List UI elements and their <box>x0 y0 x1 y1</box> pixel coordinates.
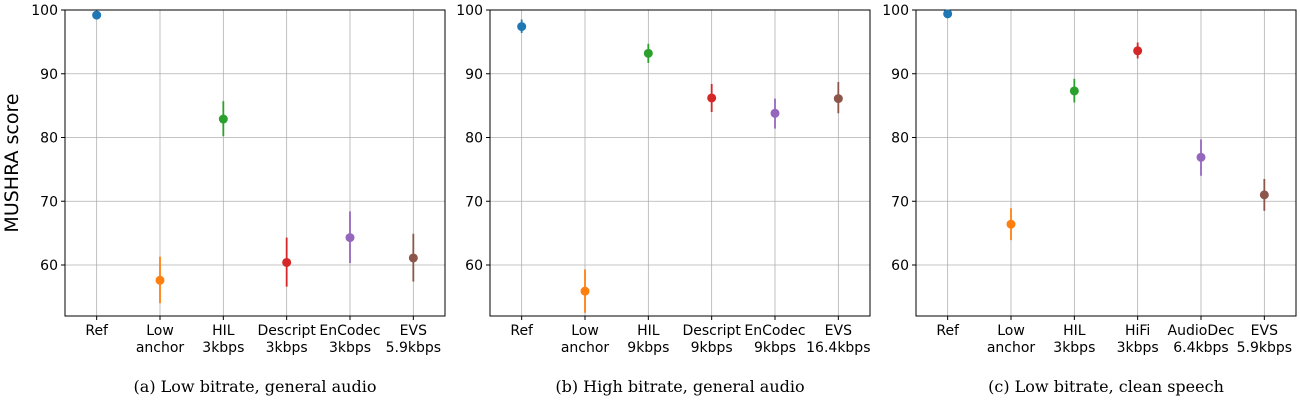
data-point <box>155 275 165 285</box>
data-point <box>282 257 292 267</box>
data-point <box>1133 46 1143 56</box>
y-tick-label: 90 <box>40 67 58 83</box>
data-point <box>770 108 780 118</box>
y-tick-label: 80 <box>465 131 483 147</box>
x-tick-label: EVS 16.4kbps <box>806 323 870 356</box>
x-tick-label: Ref <box>510 323 534 339</box>
y-tick-label: 80 <box>40 131 58 147</box>
data-point <box>1259 190 1269 200</box>
x-tick-label: EnCodec 3kbps <box>319 323 380 356</box>
data-point <box>218 114 228 124</box>
panel-caption: (a) Low bitrate, general audio <box>134 377 377 396</box>
plot-frame <box>915 9 1297 317</box>
chart-panel-1: 60 70 80 90 100 Ref Low anchor HIL 3kbps Descript 3… <box>31 3 446 396</box>
y-tick-label: 90 <box>465 67 483 83</box>
y-tick-label: 100 <box>882 3 909 19</box>
x-tick-label: HIL 3kbps <box>202 323 244 356</box>
data-point <box>643 48 653 58</box>
data-point <box>345 233 355 243</box>
x-tick-label: HIL 9kbps <box>627 323 669 356</box>
y-tick-label: 60 <box>40 258 58 274</box>
x-tick-label: AudioDec 6.4kbps <box>1168 323 1235 356</box>
x-tick-label: EVS 5.9kbps <box>386 323 441 356</box>
x-tick-label: EnCodec 9kbps <box>744 323 805 356</box>
x-tick-label: HiFi 3kbps <box>1117 323 1159 356</box>
data-point <box>517 22 527 32</box>
x-tick-label: Descript 3kbps <box>257 323 316 356</box>
y-tick-label: 60 <box>891 258 909 274</box>
panel-caption: (b) High bitrate, general audio <box>555 377 804 396</box>
panel-caption: (c) Low bitrate, clean speech <box>988 377 1224 396</box>
y-tick-label: 100 <box>456 3 483 19</box>
y-tick-label: 90 <box>891 67 909 83</box>
y-tick-label: 70 <box>40 194 58 210</box>
x-tick-label: Low anchor <box>136 323 185 356</box>
y-tick-label: 80 <box>891 131 909 147</box>
data-point <box>1006 219 1016 229</box>
data-point <box>92 10 102 20</box>
data-point <box>943 9 953 19</box>
chart-panel-3: 60 70 80 90 100 Ref Low anchor HIL 3kbps HiFi 3kbps… <box>882 3 1297 396</box>
data-point <box>707 93 717 103</box>
x-tick-label: Descript 9kbps <box>682 323 741 356</box>
data-point <box>408 253 418 263</box>
x-tick-label: Ref <box>936 323 960 339</box>
y-tick-label: 70 <box>465 194 483 210</box>
y-tick-label: 60 <box>465 258 483 274</box>
y-tick-label: 100 <box>31 3 58 19</box>
y-axis-label: MUSHRA score <box>1 93 23 232</box>
x-tick-label: Low anchor <box>987 323 1036 356</box>
data-point <box>1069 86 1079 96</box>
x-tick-label: Ref <box>85 323 109 339</box>
data-point <box>580 286 590 296</box>
data-point <box>833 94 843 104</box>
x-tick-label: Low anchor <box>561 323 610 356</box>
y-tick-label: 70 <box>891 194 909 210</box>
data-point <box>1196 152 1206 162</box>
plot-frame <box>489 9 871 317</box>
x-tick-label: HIL 3kbps <box>1053 323 1095 356</box>
chart-panel-2: 60 70 80 90 100 Ref Low anchor HIL 9kbps Descript 9… <box>456 3 870 396</box>
plot-frame <box>64 9 446 317</box>
x-tick-label: EVS 5.9kbps <box>1237 323 1292 356</box>
